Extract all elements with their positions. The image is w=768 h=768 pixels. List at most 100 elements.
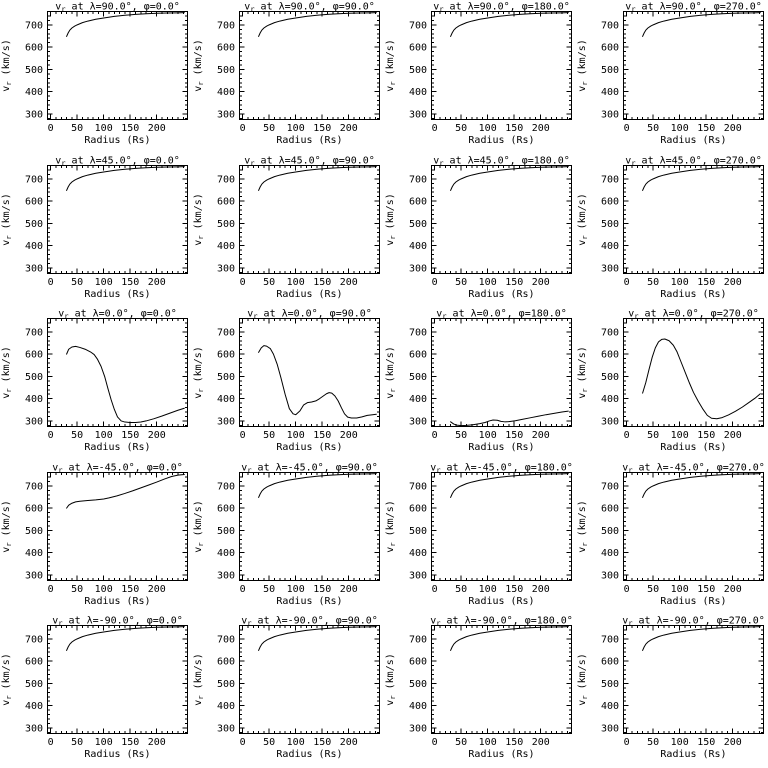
x-tick-label: 150: [121, 737, 139, 748]
x-tick-label: 150: [313, 737, 331, 748]
plot-frame: [239, 625, 380, 735]
x-tick-label: 100: [287, 584, 305, 595]
x-tick-label: 0: [240, 584, 246, 595]
y-tick-label: 400: [217, 548, 235, 559]
y-tick-label: 700: [601, 328, 619, 339]
y-tick-label: 600: [25, 196, 43, 207]
plot-frame: [47, 164, 188, 274]
x-tick-label: 0: [432, 584, 438, 595]
y-tick-label: 400: [601, 87, 619, 98]
y-axis-label: vr (km/s): [193, 346, 205, 398]
axis-ticks: [239, 471, 380, 581]
y-tick-label: 400: [25, 394, 43, 405]
y-tick-label: 400: [409, 87, 427, 98]
y-tick-label: 600: [217, 503, 235, 514]
x-tick-label: 100: [95, 123, 113, 134]
axis-ticks: [623, 164, 764, 274]
y-tick-label: 400: [601, 394, 619, 405]
x-axis-label: Radius (Rs): [468, 596, 534, 607]
axis-ticks: [431, 625, 572, 735]
subplot-lam0-phi270: 0 50 100 150 200 300 400 500 600 700 vr at λ=0.0°,…: [576, 307, 768, 461]
x-tick-label: 0: [48, 584, 54, 595]
x-tick-label: 0: [432, 737, 438, 748]
axis-ticks: [623, 10, 764, 120]
axis-ticks: [431, 318, 572, 428]
axis-ticks: [623, 471, 764, 581]
plot-title: vr at λ=90.0°, φ=270.0°: [625, 1, 762, 13]
x-tick-label: 0: [240, 123, 246, 134]
y-tick-label: 600: [601, 350, 619, 361]
subplot-lam-neg90-phi180: 0 50 100 150 200 300 400 500 600 700 vr at λ=-90.0…: [384, 614, 576, 768]
data-curve: [258, 626, 377, 652]
y-tick-label: 500: [409, 526, 427, 537]
x-tick-label: 100: [95, 737, 113, 748]
y-axis-label: vr (km/s): [193, 654, 205, 706]
y-axis-label: vr (km/s): [193, 39, 205, 91]
x-tick-label: 200: [148, 737, 166, 748]
axis-ticks: [623, 625, 764, 735]
plot-canvas: 0 50 100 150 200 300 400 500 600 700 vr at λ=45.0°…: [577, 155, 764, 300]
x-tick-label: 200: [340, 123, 358, 134]
subplot-lam90-phi270: 0 50 100 150 200 300 400 500 600 700 vr at λ=90.0°…: [576, 0, 768, 154]
x-tick-label: 50: [647, 584, 659, 595]
x-tick-label: 50: [263, 123, 275, 134]
plot-title: vr at λ=-45.0°, φ=180.0°: [430, 462, 573, 474]
y-tick-label: 500: [25, 218, 43, 229]
y-tick-label: 700: [601, 20, 619, 31]
y-tick-label: 300: [25, 724, 43, 735]
x-tick-label: 0: [48, 737, 54, 748]
x-tick-label: 50: [71, 277, 83, 288]
y-tick-label: 700: [25, 328, 43, 339]
y-tick-label: 300: [409, 570, 427, 581]
y-tick-label: 600: [25, 43, 43, 54]
data-curve: [642, 472, 761, 498]
plot-canvas: 0 50 100 150 200 300 400 500 600 700 vr at λ=90.0°…: [385, 1, 572, 146]
x-tick-label: 150: [697, 123, 715, 134]
y-tick-label: 700: [217, 20, 235, 31]
y-tick-label: 600: [25, 503, 43, 514]
plot-title: vr at λ=45.0°, φ=270.0°: [625, 155, 762, 167]
subplot-lam45-phi90: 0 50 100 150 200 300 400 500 600 700 vr at λ=45.0°…: [192, 154, 384, 308]
axis-ticks: [623, 318, 764, 428]
y-axis-label: vr (km/s): [193, 500, 205, 552]
subplot-lam-neg90-phi0: 0 50 100 150 200 300 400 500 600 700 vr at λ=-90.0…: [0, 614, 192, 768]
x-tick-label: 100: [479, 277, 497, 288]
x-tick-label: 150: [313, 584, 331, 595]
x-tick-label: 150: [121, 430, 139, 441]
axis-text: 0 50 100 150 200 300 400 500 600 700 vr at λ=0.0°,…: [385, 309, 567, 453]
y-tick-label: 700: [601, 481, 619, 492]
x-tick-label: 50: [71, 737, 83, 748]
y-tick-label: 400: [25, 241, 43, 252]
plot-title: vr at λ=0.0°, φ=180.0°: [436, 309, 567, 321]
y-tick-label: 300: [25, 570, 43, 581]
y-axis-label: vr (km/s): [385, 39, 397, 91]
x-tick-label: 100: [95, 430, 113, 441]
x-tick-label: 50: [263, 584, 275, 595]
x-axis-label: Radius (Rs): [660, 596, 726, 607]
x-tick-label: 200: [532, 430, 550, 441]
plot-frame: [47, 471, 188, 581]
axis-ticks: [47, 10, 188, 120]
x-tick-label: 150: [121, 584, 139, 595]
axis-ticks: [239, 10, 380, 120]
plot-canvas: 0 50 100 150 200 300 400 500 600 700 vr at λ=90.0°…: [193, 1, 380, 146]
y-tick-label: 700: [25, 174, 43, 185]
y-tick-label: 400: [217, 394, 235, 405]
data-curve: [450, 410, 569, 427]
data-curve: [642, 12, 761, 37]
x-tick-label: 200: [148, 584, 166, 595]
y-tick-label: 300: [25, 417, 43, 428]
y-tick-label: 500: [25, 526, 43, 537]
x-tick-label: 0: [624, 737, 630, 748]
y-axis-label: vr (km/s): [1, 500, 13, 552]
x-tick-label: 100: [287, 737, 305, 748]
y-tick-label: 700: [409, 20, 427, 31]
plot-title: vr at λ=-90.0°, φ=90.0°: [241, 616, 378, 628]
plot-frame: [239, 164, 380, 274]
plot-frame: [623, 625, 764, 735]
y-axis-label: vr (km/s): [1, 193, 13, 245]
y-axis-label: vr (km/s): [385, 193, 397, 245]
y-tick-label: 700: [601, 635, 619, 646]
